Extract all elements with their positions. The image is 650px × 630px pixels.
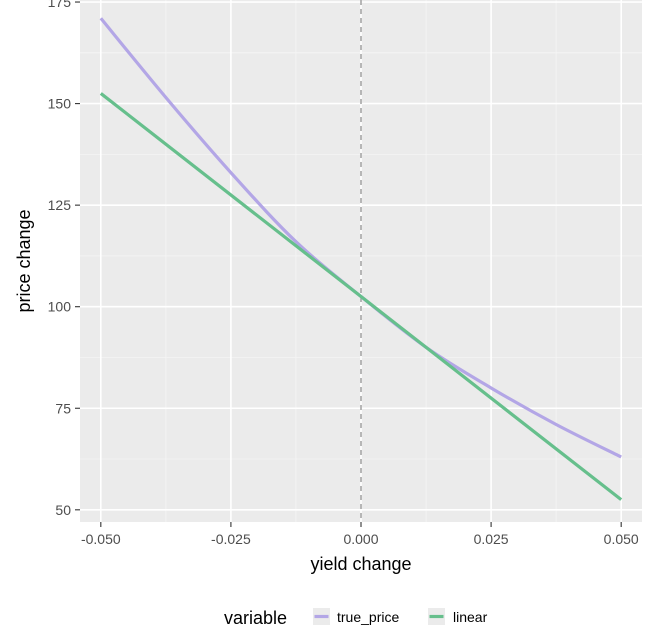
- y-tick-label: 175: [48, 0, 72, 10]
- y-axis: 50 75 100 125 150 175: [48, 0, 80, 518]
- x-axis-title: yield change: [310, 554, 411, 574]
- x-tick-label: -0.025: [211, 531, 251, 547]
- x-tick-label: 0.000: [343, 531, 378, 547]
- y-tick-label: 75: [55, 400, 71, 416]
- y-tick-label: 150: [48, 96, 72, 112]
- legend-key-linear: [428, 608, 445, 625]
- x-tick-label: 0.025: [474, 531, 509, 547]
- y-tick-label: 100: [48, 299, 72, 315]
- series-group: [99, 17, 623, 501]
- legend-key-true-price: [313, 608, 330, 625]
- y-tick-label: 125: [48, 197, 72, 213]
- legend-label-linear: linear: [453, 609, 488, 625]
- legend-title: variable: [224, 608, 287, 628]
- y-axis-title: price change: [14, 209, 34, 312]
- x-tick-label: 0.050: [604, 531, 639, 547]
- y-tick-label: 50: [55, 502, 71, 518]
- legend: variable true_price linear: [224, 608, 488, 628]
- series-line-linear: [99, 92, 623, 501]
- x-tick-label: -0.050: [81, 531, 121, 547]
- x-axis: -0.050 -0.025 0.000 0.025 0.050: [81, 522, 639, 547]
- legend-label-true-price: true_price: [337, 609, 399, 625]
- major-gridlines: [80, 0, 642, 522]
